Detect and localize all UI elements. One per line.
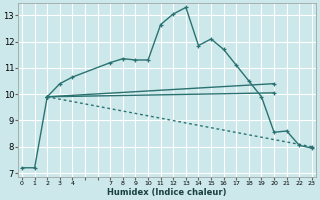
X-axis label: Humidex (Indice chaleur): Humidex (Indice chaleur) [107, 188, 227, 197]
